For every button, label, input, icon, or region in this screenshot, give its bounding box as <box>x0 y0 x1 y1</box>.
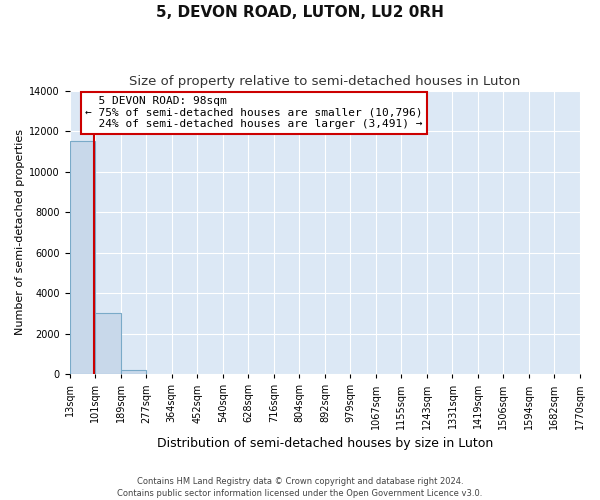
Text: 5 DEVON ROAD: 98sqm
← 75% of semi-detached houses are smaller (10,796)
  24% of : 5 DEVON ROAD: 98sqm ← 75% of semi-detach… <box>85 96 422 130</box>
Bar <box>70 141 95 374</box>
Bar <box>95 314 121 374</box>
Text: Contains HM Land Registry data © Crown copyright and database right 2024.
Contai: Contains HM Land Registry data © Crown c… <box>118 476 482 498</box>
Title: Size of property relative to semi-detached houses in Luton: Size of property relative to semi-detach… <box>129 75 521 88</box>
Y-axis label: Number of semi-detached properties: Number of semi-detached properties <box>15 130 25 336</box>
Text: 5, DEVON ROAD, LUTON, LU2 0RH: 5, DEVON ROAD, LUTON, LU2 0RH <box>156 5 444 20</box>
X-axis label: Distribution of semi-detached houses by size in Luton: Distribution of semi-detached houses by … <box>157 437 493 450</box>
Bar <box>121 370 146 374</box>
